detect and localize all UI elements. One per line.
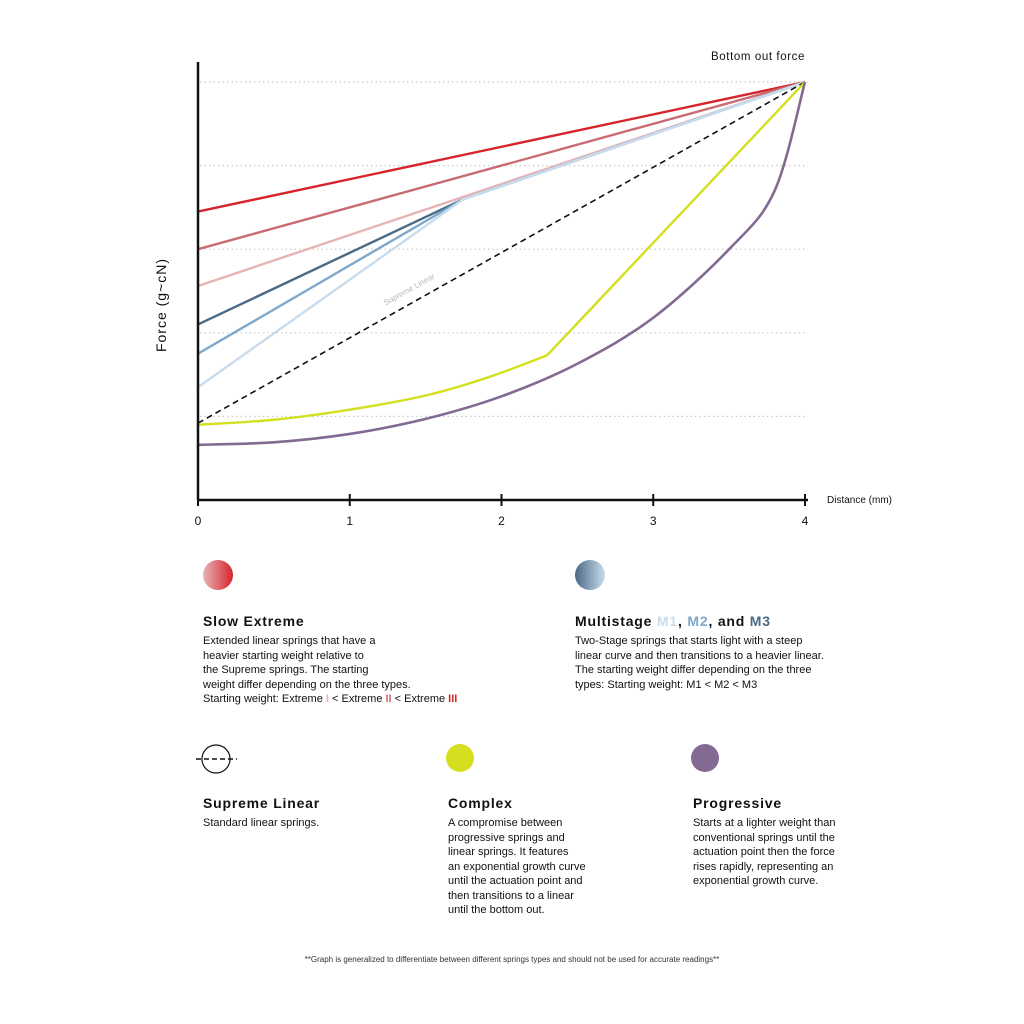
progressive-title: Progressive bbox=[693, 795, 782, 811]
desc-line: linear curve and then transitions to a h… bbox=[575, 649, 824, 662]
multistage-title: Multistage M1, M2, and M3 bbox=[575, 613, 771, 629]
series-line-complex bbox=[197, 81, 806, 426]
force-curve-chart: 0 1 2 3 4 Bottom out force Distance (mm) For… bbox=[153, 51, 892, 528]
desc-line: Starts at a lighter weight than bbox=[693, 817, 836, 829]
series-line-m2 bbox=[197, 80, 806, 355]
x-tick-label-2: 2 bbox=[498, 514, 505, 528]
text: < Extreme bbox=[391, 693, 449, 705]
desc-line: A compromise between bbox=[448, 817, 563, 829]
y-axis-label: Force (g~cN) bbox=[153, 258, 169, 352]
bottom-out-annotation: Bottom out force bbox=[711, 51, 805, 63]
desc-line: rises rapidly, representing an bbox=[693, 860, 834, 873]
x-tick-label-0: 0 bbox=[195, 514, 202, 528]
desc-line: progressive springs and bbox=[448, 831, 565, 844]
supreme-linear-line-label: Supreme Linear bbox=[382, 271, 436, 307]
supreme-linear-description: Standard linear springs. bbox=[203, 816, 423, 831]
series-line-progressive bbox=[197, 81, 807, 447]
desc-line: Extended linear springs that have a bbox=[203, 635, 376, 647]
extreme-2-numeral: II bbox=[385, 693, 392, 705]
desc-line: exponential growth curve. bbox=[693, 875, 819, 887]
series-line-extreme2 bbox=[197, 80, 806, 251]
desc-line: then transitions to a linear bbox=[448, 889, 574, 902]
x-tick-label-3: 3 bbox=[650, 514, 657, 528]
multistage-description: Two-Stage springs that starts light with… bbox=[575, 634, 905, 692]
desc-line: types: Starting weight: M1 < M2 < M3 bbox=[575, 678, 758, 691]
x-tick-label-4: 4 bbox=[802, 514, 809, 528]
desc-line: until the actuation point and bbox=[448, 875, 583, 887]
slow-extreme-title: Slow Extreme bbox=[203, 613, 305, 629]
desc-line: until the bottom out. bbox=[448, 904, 545, 916]
desc-line: linear springs. It features bbox=[448, 846, 569, 858]
complex-title: Complex bbox=[448, 795, 513, 811]
desc-line: Two-Stage springs that starts light with… bbox=[575, 635, 803, 647]
series-line-m1 bbox=[197, 80, 806, 389]
text: < Extreme bbox=[328, 693, 386, 705]
desc-line: actuation point then the force bbox=[693, 846, 835, 858]
desc-line: Starting weight: Extreme I < Extreme II … bbox=[203, 692, 533, 707]
progressive-description: Starts at a lighter weight than conventi… bbox=[693, 816, 913, 889]
desc-line: heavier starting weight relative to bbox=[203, 649, 364, 662]
desc-line: Standard linear springs. bbox=[203, 817, 320, 829]
desc-line: an exponential growth curve bbox=[448, 860, 586, 873]
m1-label: M1 bbox=[656, 613, 678, 629]
extreme-3-numeral: III bbox=[448, 693, 458, 705]
series-line-supreme bbox=[197, 81, 806, 424]
complex-swatch bbox=[446, 744, 474, 772]
m2-label: M2 bbox=[687, 613, 709, 629]
series-line-extreme3 bbox=[197, 80, 806, 213]
text: Multistage bbox=[575, 613, 657, 629]
series-layer bbox=[197, 80, 807, 447]
series-line-m3 bbox=[197, 80, 806, 326]
supreme-linear-title: Supreme Linear bbox=[203, 795, 321, 811]
slow-extreme-swatch bbox=[203, 560, 233, 590]
desc-line: The starting weight differ depending on … bbox=[575, 664, 812, 676]
extreme-1-numeral: I bbox=[325, 693, 329, 705]
slow-extreme-description: Extended linear springs that have a heav… bbox=[203, 634, 533, 707]
desc-line: conventional springs until the bbox=[693, 831, 835, 844]
m3-label: M3 bbox=[749, 613, 771, 629]
x-axis-ticks: 0 1 2 3 4 bbox=[195, 494, 809, 528]
footnote: **Graph is generalized to differentiate … bbox=[304, 955, 720, 964]
supreme-linear-swatch bbox=[196, 744, 237, 774]
complex-description: A compromise between progressive springs… bbox=[448, 816, 668, 918]
desc-line: weight differ depending on the three typ… bbox=[203, 678, 411, 691]
text: Starting weight: Extreme bbox=[203, 693, 326, 705]
text: , bbox=[677, 613, 688, 629]
multistage-swatch bbox=[575, 560, 605, 590]
x-axis-label: Distance (mm) bbox=[827, 495, 892, 506]
desc-line: the Supreme springs. The starting bbox=[203, 664, 369, 676]
text: , and bbox=[708, 613, 750, 629]
progressive-swatch bbox=[691, 744, 719, 772]
x-tick-label-1: 1 bbox=[346, 514, 353, 528]
